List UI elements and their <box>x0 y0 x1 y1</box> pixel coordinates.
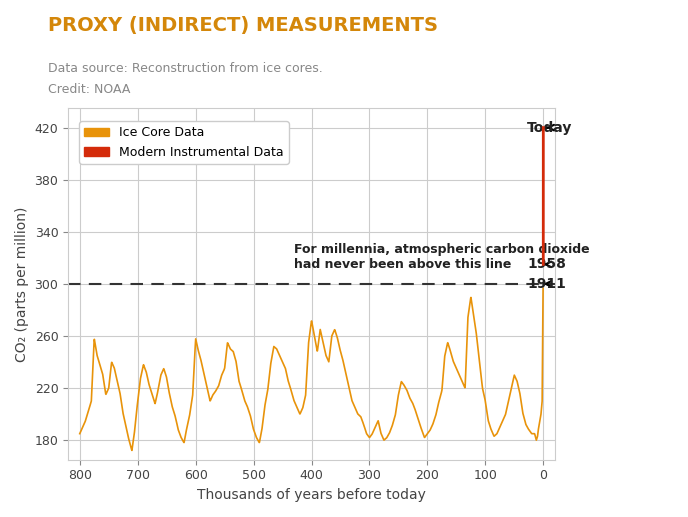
Legend: Ice Core Data, Modern Instrumental Data: Ice Core Data, Modern Instrumental Data <box>79 121 289 163</box>
Y-axis label: CO₂ (parts per million): CO₂ (parts per million) <box>15 206 29 361</box>
Text: Credit: NOAA: Credit: NOAA <box>48 83 131 96</box>
Text: 1958: 1958 <box>527 257 566 271</box>
Text: PROXY (INDIRECT) MEASUREMENTS: PROXY (INDIRECT) MEASUREMENTS <box>48 16 438 35</box>
Text: For millennia, atmospheric carbon dioxide
had never been above this line: For millennia, atmospheric carbon dioxid… <box>294 243 590 271</box>
Text: Today: Today <box>527 120 572 134</box>
Text: Data source: Reconstruction from ice cores.: Data source: Reconstruction from ice cor… <box>48 62 323 75</box>
Text: 1911: 1911 <box>527 277 566 291</box>
X-axis label: Thousands of years before today: Thousands of years before today <box>197 488 426 502</box>
